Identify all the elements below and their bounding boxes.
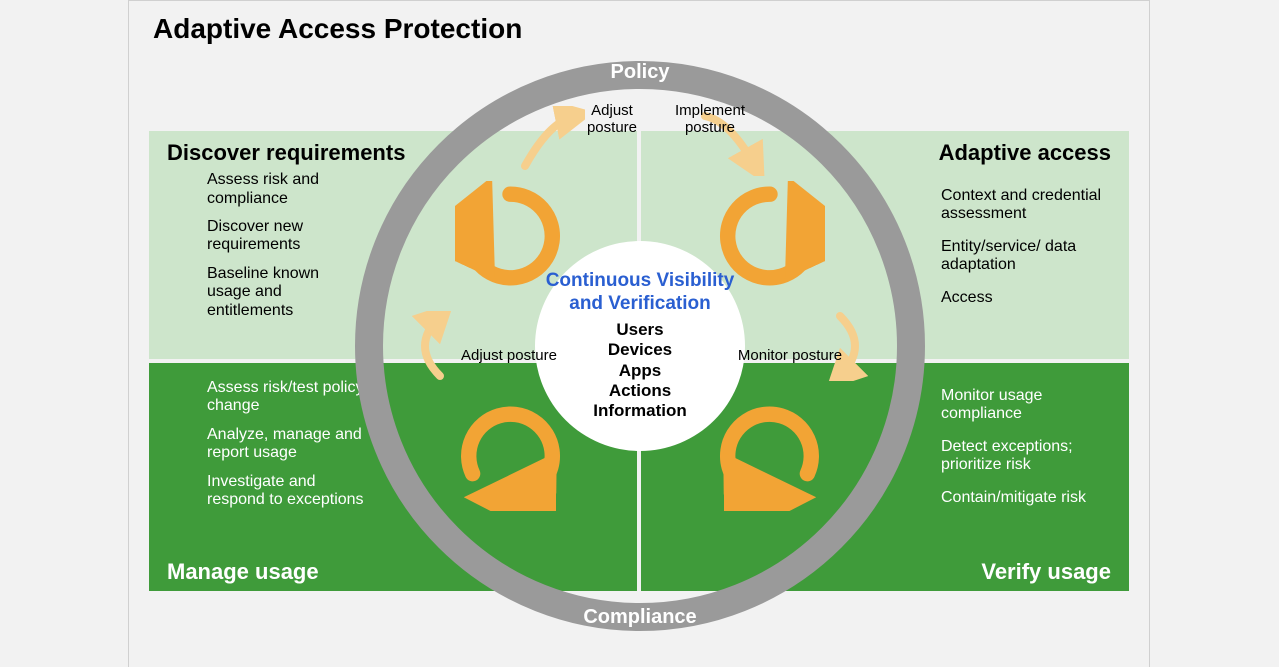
list-item: Access — [941, 289, 1111, 307]
quadrant-verify-usage: Monitor usage compliance Detect exceptio… — [641, 363, 1129, 591]
ring-label-policy: Policy — [540, 61, 740, 84]
posture-label-monitor: Monitor posture — [725, 348, 855, 365]
list-item: Contain/mitigate risk — [941, 489, 1111, 507]
ring-label-compliance: Compliance — [540, 606, 740, 629]
list-item: Discover new requirements — [207, 218, 367, 255]
posture-label-adjust-top: Adjust posture — [567, 103, 657, 136]
list-item: Monitor usage compliance — [941, 387, 1111, 424]
quadrant-discover-requirements: Discover requirements Assess risk and co… — [149, 131, 637, 359]
list-item: Entity/service/ data adaptation — [941, 238, 1111, 275]
list-item: Baseline known usage and entitlements — [207, 265, 367, 320]
quadrant-title: Adaptive access — [659, 141, 1111, 165]
quadrant-items: Monitor usage compliance Detect exceptio… — [941, 381, 1111, 521]
quadrant-grid: Discover requirements Assess risk and co… — [149, 131, 1129, 591]
list-item: Detect exceptions; prioritize risk — [941, 438, 1111, 475]
posture-label-implement: Implement posture — [665, 103, 755, 136]
quadrant-manage-usage: Assess risk/test policy change Analyze, … — [149, 363, 637, 591]
posture-label-adjust-mid: Adjust posture — [449, 348, 569, 365]
page-title: Adaptive Access Protection — [153, 13, 522, 45]
quadrant-adaptive-access: Adaptive access Context and credential a… — [641, 131, 1129, 359]
list-item: Context and credential assessment — [941, 187, 1111, 224]
quadrant-title: Manage usage — [167, 559, 319, 585]
quadrant-items: Context and credential assessment Entity… — [941, 181, 1111, 321]
quadrant-title: Verify usage — [981, 559, 1111, 585]
quadrant-items: Assess risk/test policy change Analyze, … — [167, 379, 619, 509]
list-item: Assess risk/test policy change — [207, 379, 367, 416]
list-item: Assess risk and compliance — [207, 171, 367, 208]
quadrant-title: Discover requirements — [167, 141, 619, 165]
diagram-frame: Adaptive Access Protection Discover requ… — [128, 0, 1150, 667]
quadrant-items: Assess risk and compliance Discover new … — [167, 171, 619, 320]
list-item: Investigate and respond to exceptions — [207, 473, 367, 510]
list-item: Analyze, manage and report usage — [207, 426, 367, 463]
